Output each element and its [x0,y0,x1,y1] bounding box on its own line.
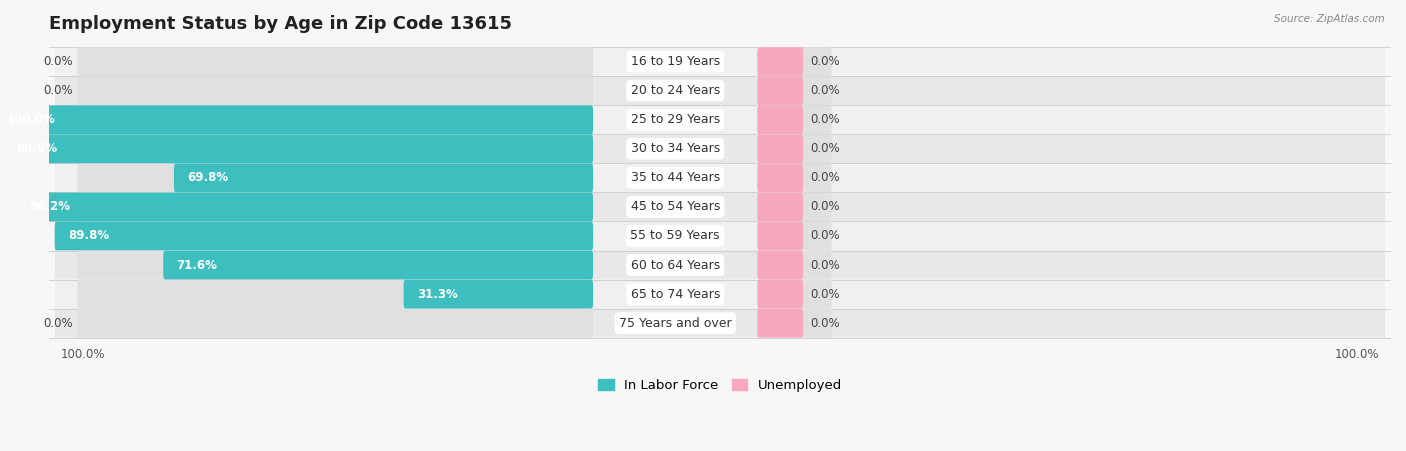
FancyBboxPatch shape [77,221,593,250]
FancyBboxPatch shape [758,280,803,308]
FancyBboxPatch shape [758,134,803,163]
FancyBboxPatch shape [758,106,803,134]
FancyBboxPatch shape [55,280,1385,308]
FancyBboxPatch shape [758,251,832,280]
FancyBboxPatch shape [77,164,593,192]
Text: 0.0%: 0.0% [811,55,841,68]
Legend: In Labor Force, Unemployed: In Labor Force, Unemployed [592,373,848,397]
FancyBboxPatch shape [77,106,593,134]
FancyBboxPatch shape [758,76,803,105]
FancyBboxPatch shape [758,47,803,76]
FancyBboxPatch shape [77,309,593,337]
FancyBboxPatch shape [758,280,832,308]
FancyBboxPatch shape [77,193,593,221]
FancyBboxPatch shape [55,163,1385,193]
FancyBboxPatch shape [0,106,593,134]
Text: 71.6%: 71.6% [177,258,218,272]
FancyBboxPatch shape [758,309,803,337]
Text: 100.0%: 100.0% [60,348,105,361]
Text: 0.0%: 0.0% [811,230,841,243]
Text: 16 to 19 Years: 16 to 19 Years [631,55,720,68]
Text: 31.3%: 31.3% [418,288,458,301]
Text: 0.0%: 0.0% [811,258,841,272]
FancyBboxPatch shape [77,251,593,280]
FancyBboxPatch shape [758,221,803,250]
FancyBboxPatch shape [55,308,1385,338]
FancyBboxPatch shape [77,76,593,105]
FancyBboxPatch shape [55,221,1385,250]
FancyBboxPatch shape [758,164,832,192]
Text: 89.8%: 89.8% [67,230,110,243]
FancyBboxPatch shape [758,47,832,76]
Text: 0.0%: 0.0% [811,317,841,330]
FancyBboxPatch shape [758,193,803,221]
Text: 35 to 44 Years: 35 to 44 Years [630,171,720,184]
FancyBboxPatch shape [77,47,593,76]
FancyBboxPatch shape [758,164,803,192]
Text: 0.0%: 0.0% [811,113,841,126]
Text: 25 to 29 Years: 25 to 29 Years [630,113,720,126]
Text: 0.0%: 0.0% [44,55,73,68]
Text: 0.0%: 0.0% [811,171,841,184]
FancyBboxPatch shape [758,193,832,221]
Text: 45 to 54 Years: 45 to 54 Years [630,200,720,213]
Text: 75 Years and over: 75 Years and over [619,317,731,330]
FancyBboxPatch shape [758,106,832,134]
FancyBboxPatch shape [17,193,593,221]
FancyBboxPatch shape [174,164,593,192]
Text: Source: ZipAtlas.com: Source: ZipAtlas.com [1274,14,1385,23]
Text: 60 to 64 Years: 60 to 64 Years [630,258,720,272]
FancyBboxPatch shape [55,134,1385,163]
Text: 0.0%: 0.0% [44,84,73,97]
FancyBboxPatch shape [77,280,593,308]
FancyBboxPatch shape [55,105,1385,134]
FancyBboxPatch shape [758,309,832,337]
Text: 0.0%: 0.0% [811,143,841,155]
Text: 20 to 24 Years: 20 to 24 Years [630,84,720,97]
Text: 65 to 74 Years: 65 to 74 Years [630,288,720,301]
Text: Employment Status by Age in Zip Code 13615: Employment Status by Age in Zip Code 136… [49,15,512,33]
Text: 0.0%: 0.0% [811,84,841,97]
FancyBboxPatch shape [3,134,593,163]
FancyBboxPatch shape [55,47,1385,76]
Text: 96.2%: 96.2% [30,200,70,213]
Text: 98.5%: 98.5% [15,143,58,155]
FancyBboxPatch shape [77,134,593,163]
FancyBboxPatch shape [55,250,1385,280]
FancyBboxPatch shape [55,193,1385,221]
Text: 55 to 59 Years: 55 to 59 Years [630,230,720,243]
Text: 69.8%: 69.8% [187,171,228,184]
FancyBboxPatch shape [758,76,832,105]
FancyBboxPatch shape [758,221,832,250]
Text: 100.0%: 100.0% [1334,348,1379,361]
FancyBboxPatch shape [55,221,593,250]
Text: 100.0%: 100.0% [7,113,56,126]
Text: 0.0%: 0.0% [811,200,841,213]
Text: 30 to 34 Years: 30 to 34 Years [630,143,720,155]
FancyBboxPatch shape [758,134,832,163]
FancyBboxPatch shape [55,76,1385,105]
FancyBboxPatch shape [163,251,593,280]
FancyBboxPatch shape [758,251,803,280]
Text: 0.0%: 0.0% [811,288,841,301]
FancyBboxPatch shape [404,280,593,308]
Text: 0.0%: 0.0% [44,317,73,330]
